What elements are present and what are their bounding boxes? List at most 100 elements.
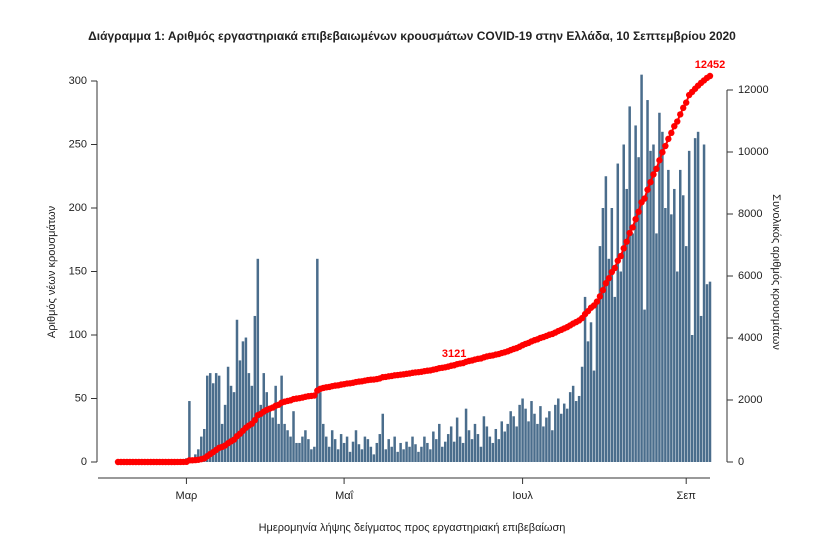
- bar: [387, 439, 390, 462]
- line-point: [665, 135, 672, 143]
- bar: [360, 449, 364, 462]
- bar: [503, 431, 506, 462]
- x-tick-label: Σεπ: [677, 490, 697, 502]
- y-tick-label: 150: [69, 265, 87, 277]
- bar: [461, 442, 465, 462]
- bar: [533, 413, 536, 462]
- bar: [280, 375, 283, 462]
- y2-tick-label: 8000: [738, 208, 762, 220]
- chart-title: Διάγραμμα 1: Αριθμός εργαστηριακά επιβεβ…: [88, 29, 736, 43]
- bar: [351, 441, 355, 462]
- bar: [673, 188, 676, 462]
- bar: [509, 411, 512, 462]
- bar: [411, 436, 414, 462]
- line-point: [641, 195, 648, 202]
- bar: [295, 442, 298, 462]
- bar: [613, 296, 617, 462]
- bar: [363, 436, 367, 462]
- bar: [506, 423, 509, 462]
- y2-tick-label: 12000: [738, 84, 769, 96]
- bar: [289, 436, 292, 462]
- bar: [652, 144, 655, 462]
- line-point: [659, 149, 666, 156]
- x-tick-label: Ιουλ: [512, 490, 533, 502]
- bar: [583, 296, 587, 462]
- y-axis-label: Αριθμός νέων κρουσμάτων: [46, 205, 58, 338]
- bar: [322, 423, 325, 462]
- bar: [435, 439, 438, 462]
- bar: [342, 442, 346, 462]
- bar: [687, 150, 691, 462]
- bar: [548, 411, 551, 462]
- bar: [188, 401, 191, 462]
- bar: [426, 442, 429, 462]
- bar: [408, 446, 411, 462]
- bar: [354, 430, 358, 462]
- bar: [568, 392, 572, 462]
- bar: [574, 401, 578, 462]
- bar: [214, 373, 218, 462]
- bar: [571, 385, 575, 462]
- bar: [595, 303, 599, 462]
- y2-axis-label: Συνολικός αριθμός κρουσμάτων: [770, 194, 782, 350]
- bar: [211, 383, 215, 462]
- bar: [527, 421, 530, 462]
- bar: [467, 430, 471, 462]
- bar: [661, 131, 664, 463]
- bar: [310, 449, 313, 462]
- bar: [631, 233, 634, 462]
- bar: [313, 446, 316, 462]
- bar: [649, 150, 652, 462]
- bar: [441, 446, 444, 462]
- line-point: [683, 99, 690, 106]
- bar: [333, 439, 337, 462]
- bar: [274, 385, 277, 462]
- bar: [220, 423, 224, 462]
- bar: [316, 258, 319, 462]
- bar: [518, 404, 521, 462]
- bar: [542, 426, 545, 462]
- bar: [420, 446, 423, 462]
- bar: [402, 449, 405, 462]
- bar: [560, 413, 563, 462]
- bar: [357, 444, 361, 462]
- value-label: 3121: [442, 348, 466, 360]
- bar: [628, 106, 631, 463]
- x-axis-label: Ημερομηνία λήψης δείγματος προς εργαστηρ…: [259, 522, 566, 534]
- bar: [223, 404, 227, 462]
- bar: [562, 403, 566, 462]
- bar: [664, 208, 667, 462]
- y2-tick-label: 4000: [738, 332, 762, 344]
- bar: [286, 430, 289, 462]
- bar: [226, 366, 230, 462]
- bar: [586, 341, 590, 462]
- y-tick-label: 250: [69, 138, 87, 150]
- line-point: [623, 238, 630, 245]
- bar: [200, 436, 203, 462]
- line-point: [644, 186, 651, 193]
- bar: [292, 411, 295, 462]
- line-point: [599, 286, 607, 294]
- bar: [702, 144, 706, 462]
- bar: [589, 322, 593, 462]
- y2-tick-label: 10000: [738, 146, 769, 158]
- bar: [307, 439, 310, 462]
- bar: [429, 449, 432, 462]
- bar: [396, 451, 399, 462]
- bar: [464, 408, 468, 462]
- bar: [500, 421, 504, 462]
- line-point: [647, 178, 654, 186]
- line-point: [635, 208, 642, 215]
- bar: [643, 309, 646, 462]
- bar: [658, 112, 661, 462]
- bar: [268, 411, 271, 462]
- bar: [577, 395, 581, 462]
- line-point: [680, 104, 687, 112]
- bar: [298, 442, 301, 462]
- y2-tick-label: 6000: [738, 270, 762, 282]
- bar: [432, 431, 435, 462]
- bar: [372, 454, 376, 462]
- line-point: [605, 275, 613, 282]
- line-point: [251, 416, 259, 424]
- bar: [319, 392, 322, 462]
